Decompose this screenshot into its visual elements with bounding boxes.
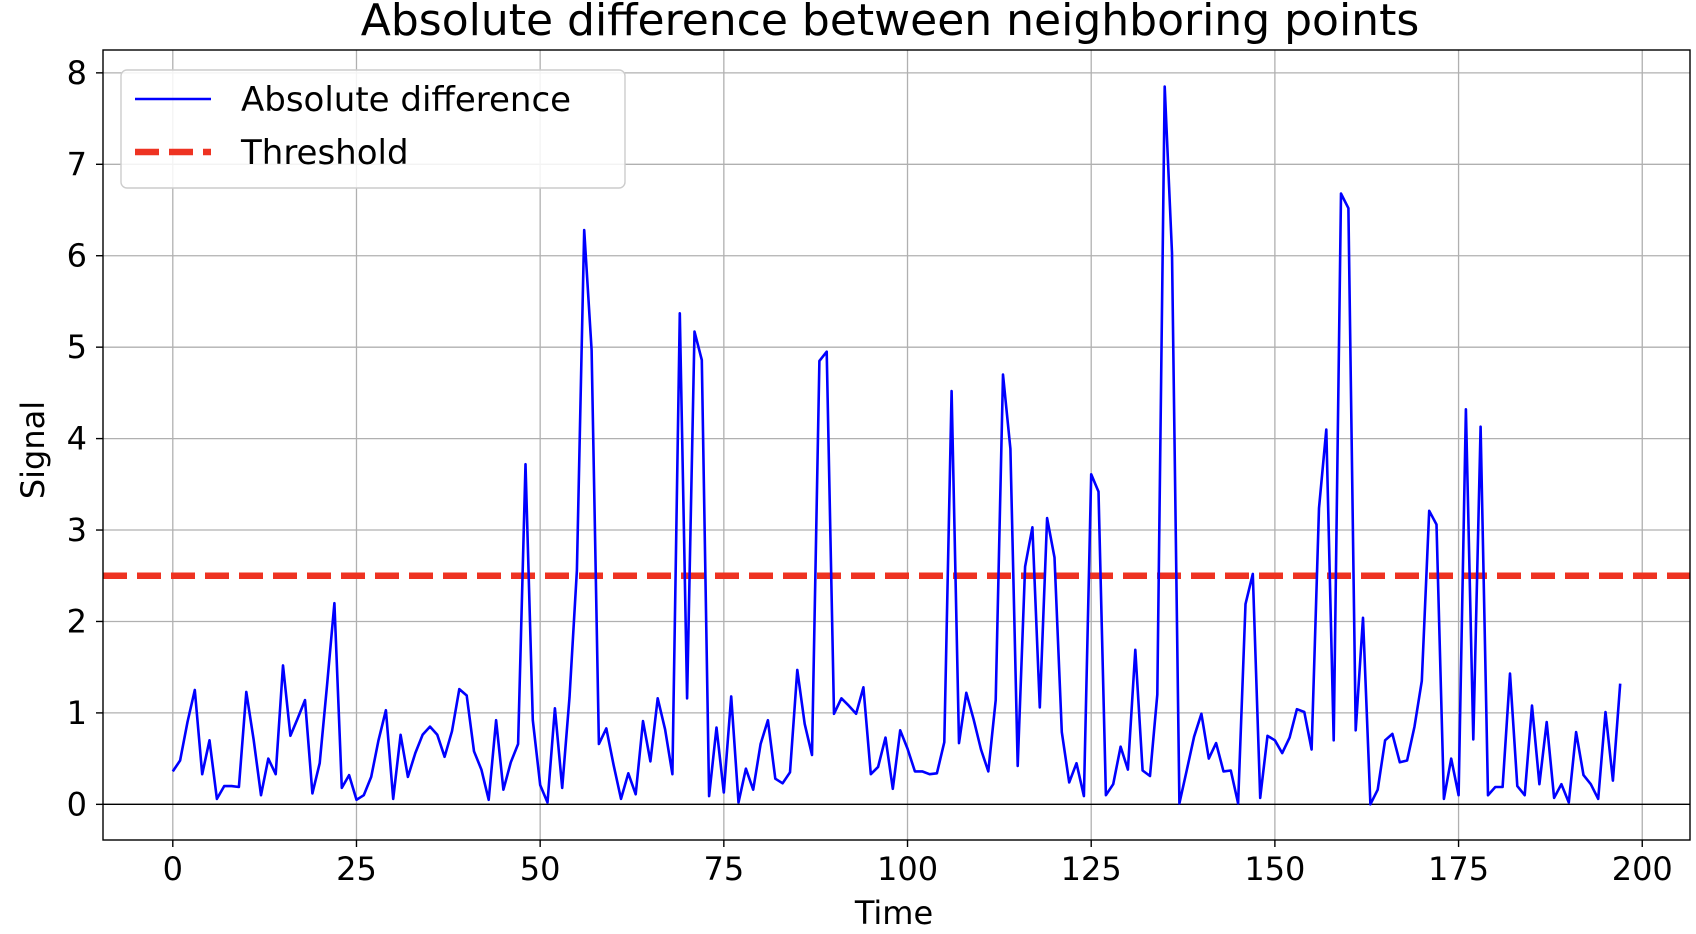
x-tick-label: 200 [1612,850,1673,888]
grid-layer [103,50,1690,840]
x-tick-label: 0 [163,850,183,888]
x-tick-label: 150 [1244,850,1305,888]
x-tick-label: 50 [520,850,561,888]
y-axis-label: Signal [14,401,52,499]
y-tick-label: 5 [67,328,87,366]
x-tick-label: 75 [703,850,744,888]
axes-frame [102,49,1691,841]
y-tick-label: 2 [67,602,87,640]
y-tick-label: 0 [67,785,87,823]
x-axis-label: Time [854,894,933,932]
x-tick-label: 175 [1428,850,1489,888]
x-tick-label: 125 [1061,850,1122,888]
y-tick-label: 1 [67,694,87,732]
legend-box [120,69,626,189]
y-tick-label: 7 [67,145,87,183]
x-tick-label: 25 [336,850,377,888]
ticks-layer: 0 25 50 75 100 125 150 175 200 0 1 2 3 4 5 6 7 8 [67,54,1673,888]
chart-title: Absolute difference between neighboring … [361,0,1420,46]
absolute-difference-line [171,85,1622,806]
plot-area [103,85,1690,806]
y-tick-label: 8 [67,54,87,92]
y-tick-label: 3 [67,511,87,549]
legend: Absolute difference Threshold [120,69,626,189]
x-tick-label: 100 [877,850,938,888]
y-tick-label: 6 [67,237,87,275]
legend-label-threshold: Threshold [240,133,409,173]
y-tick-label: 4 [67,420,87,458]
legend-label-absolute-difference: Absolute difference [241,80,571,120]
